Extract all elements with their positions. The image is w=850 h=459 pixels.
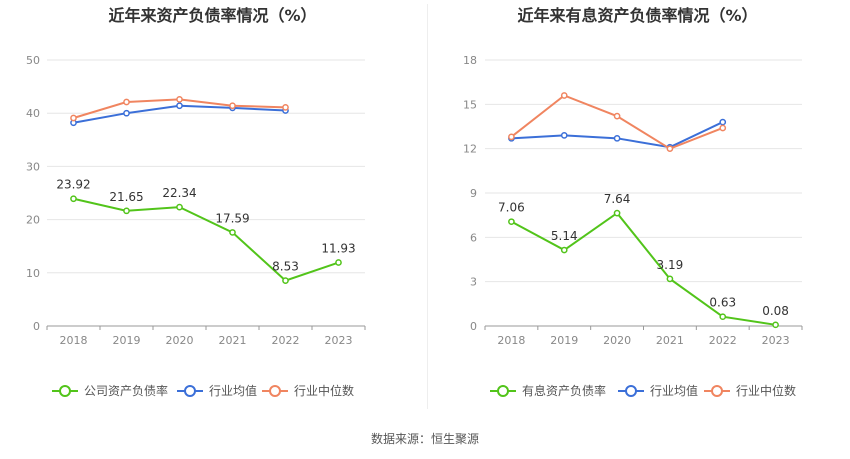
data-label: 11.93 <box>321 242 355 256</box>
legend-label: 行业均值 <box>650 383 698 398</box>
legend-label: 公司资产负债率 <box>84 383 168 398</box>
x-tick-label: 2019 <box>113 334 141 347</box>
data-label: 5.14 <box>551 229 578 243</box>
x-tick-label: 2019 <box>550 334 578 347</box>
data-point <box>560 132 568 139</box>
legend-label: 有息资产负债率 <box>522 383 606 398</box>
panel-divider <box>427 4 428 409</box>
y-tick-label: 0 <box>33 320 40 333</box>
legend-label: 行业中位数 <box>736 383 796 398</box>
data-point <box>613 209 621 217</box>
data-point <box>508 218 515 226</box>
y-tick-label: 20 <box>26 214 40 227</box>
y-tick-label: 0 <box>470 320 477 333</box>
x-tick-label: 2018 <box>497 334 525 347</box>
data-point <box>666 145 674 153</box>
data-label: 22.34 <box>162 186 196 200</box>
data-point <box>282 277 289 284</box>
x-tick-label: 2023 <box>762 334 790 347</box>
data-point <box>282 103 289 111</box>
legend-swatch-marker <box>625 385 637 397</box>
chart-interest-bearing: 0 3 6 9 12 15 18 2018 2019 2020 2021 2022 2023 7.06 5.… <box>463 54 803 398</box>
data-point <box>229 229 236 236</box>
legend-swatch-marker <box>184 385 196 397</box>
x-tick-label: 2022 <box>709 334 737 347</box>
y-tick-label: 9 <box>470 187 477 200</box>
y-tick-label: 12 <box>463 143 477 156</box>
data-source-note: 数据来源：恒生聚源 <box>370 432 479 446</box>
data-point <box>123 109 130 117</box>
x-tick-label: 2018 <box>60 334 88 347</box>
data-point <box>508 133 515 141</box>
y-tick-label: 6 <box>470 231 477 244</box>
data-point <box>613 112 621 120</box>
chart-title-interest-bearing: 近年来有息资产负债率情况（%） <box>517 6 758 25</box>
data-point <box>560 246 568 254</box>
data-point <box>176 96 183 103</box>
data-point <box>772 321 779 329</box>
series-line-0 <box>510 211 776 326</box>
legend-label: 行业中位数 <box>294 383 354 398</box>
x-tick-label: 2022 <box>272 334 300 347</box>
data-label: 0.63 <box>709 296 736 310</box>
data-point <box>123 207 130 215</box>
data-label: 3.19 <box>657 258 684 272</box>
y-tick-label: 30 <box>26 160 40 173</box>
data-point <box>70 114 77 122</box>
x-tick-label: 2020 <box>166 334 194 347</box>
data-point <box>176 102 183 110</box>
x-tick-label: 2021 <box>219 334 247 347</box>
data-point <box>719 118 727 126</box>
y-tick-label: 40 <box>26 107 40 120</box>
data-label: 8.53 <box>272 260 299 274</box>
legend-swatch-marker <box>497 385 509 397</box>
data-label: 0.08 <box>762 304 789 318</box>
data-point <box>176 203 183 211</box>
data-point <box>123 98 130 106</box>
data-label: 7.64 <box>604 192 631 206</box>
x-tick-label: 2020 <box>603 334 631 347</box>
data-label: 7.06 <box>498 201 525 215</box>
data-point <box>335 259 342 266</box>
x-tick-label: 2021 <box>656 334 684 347</box>
y-tick-label: 3 <box>470 276 477 289</box>
data-point <box>229 102 236 110</box>
y-tick-label: 50 <box>26 54 40 67</box>
legend-swatch-marker <box>711 385 723 397</box>
y-tick-label: 15 <box>463 98 477 111</box>
data-point <box>613 134 621 142</box>
x-tick-label: 2023 <box>325 334 353 347</box>
data-point <box>719 124 727 132</box>
series-line-1 <box>511 121 724 149</box>
legend-swatch-marker <box>59 385 71 397</box>
data-label: 17.59 <box>215 211 249 225</box>
legend-label: 行业均值 <box>209 383 257 398</box>
data-label: 21.65 <box>109 190 143 204</box>
chart-asset-liability: 0 10 20 30 40 50 2018 2019 2020 2021 2022 2023 23.92… <box>26 54 366 398</box>
data-label: 23.92 <box>56 178 90 192</box>
y-tick-label: 10 <box>26 267 40 280</box>
legend-swatch-marker <box>269 385 281 397</box>
data-point <box>719 313 727 321</box>
data-point <box>70 195 77 203</box>
y-tick-label: 18 <box>463 54 477 67</box>
chart-title-asset-liability: 近年来资产负债率情况（%） <box>108 6 317 25</box>
data-point <box>666 275 674 283</box>
series-line-0 <box>73 197 339 282</box>
data-point <box>560 92 568 99</box>
